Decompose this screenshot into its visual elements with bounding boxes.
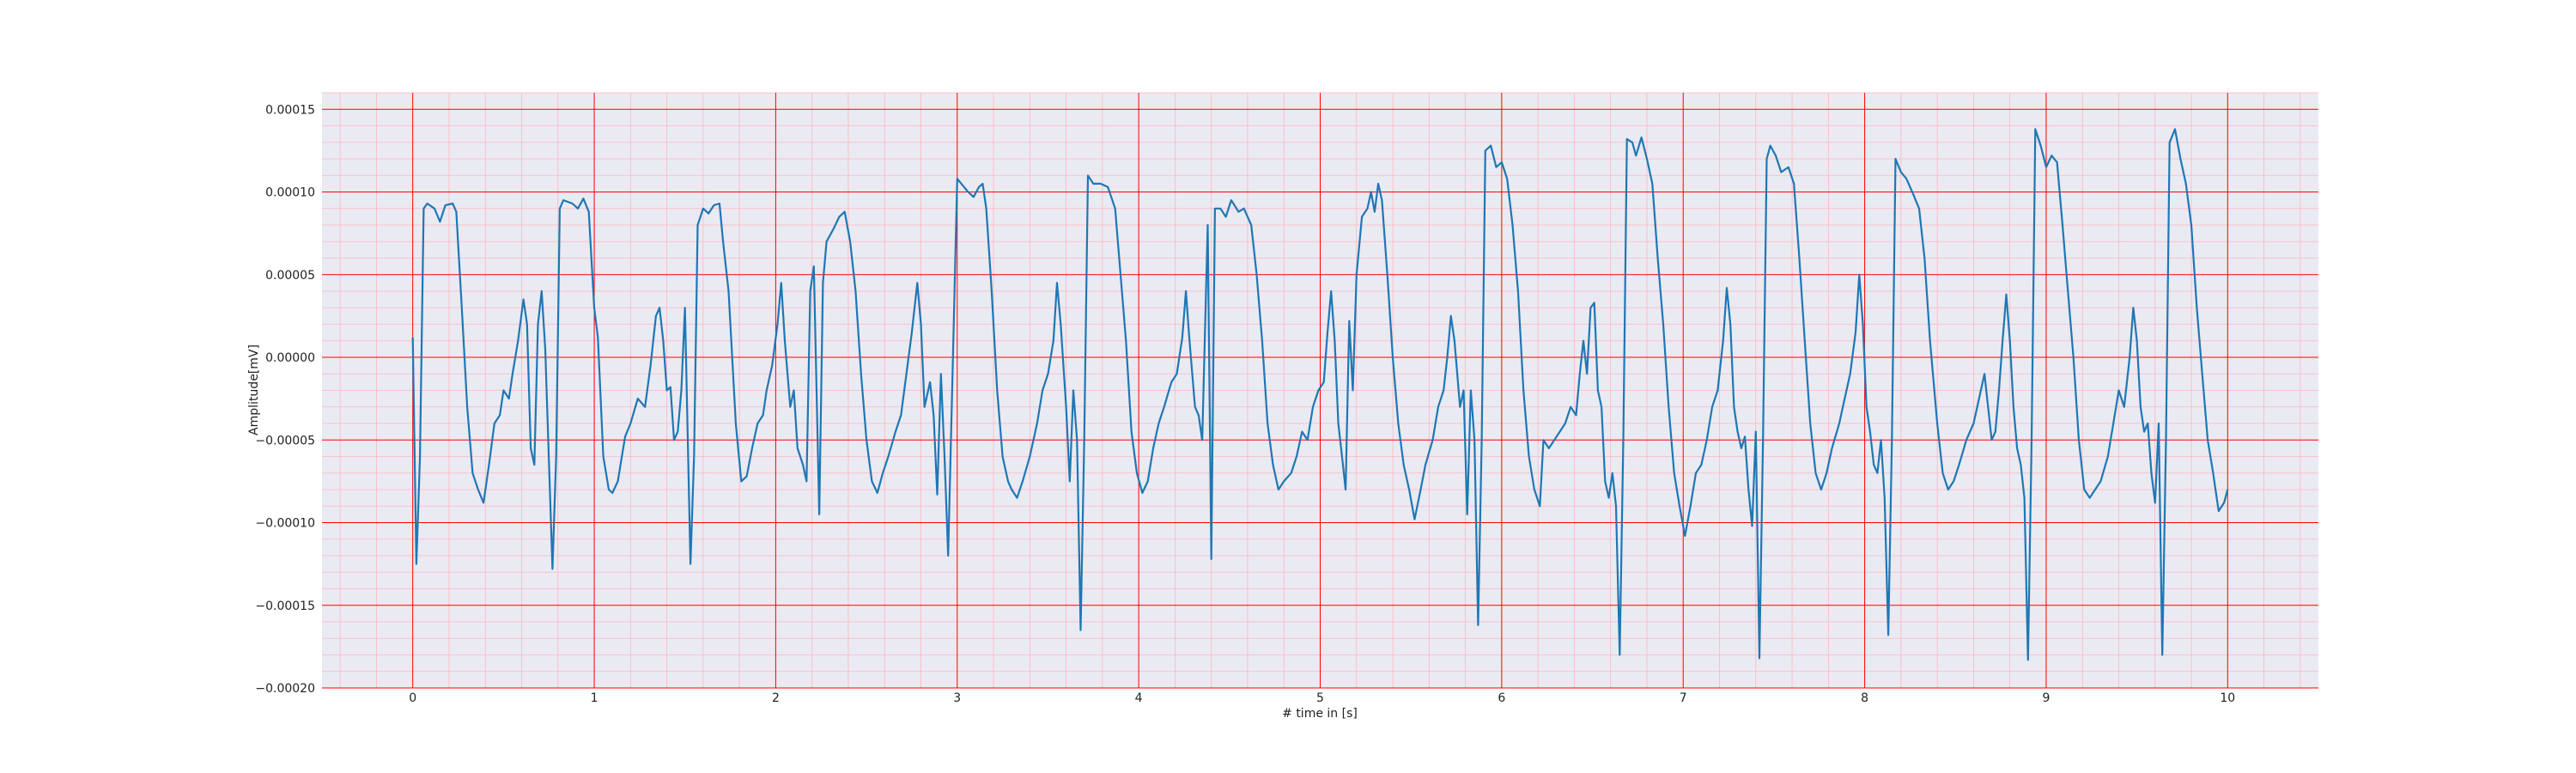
x-tick-label: 1 — [591, 691, 598, 705]
x-tick-label: 3 — [953, 691, 961, 705]
y-tick-label: 0.00000 — [265, 351, 315, 365]
y-tick-label: −0.00005 — [255, 434, 315, 447]
x-tick-label: 10 — [2220, 691, 2235, 705]
series-layer — [411, 128, 2229, 661]
x-tick-label: 5 — [1316, 691, 1324, 705]
x-tick-label: 9 — [2042, 691, 2050, 705]
x-tick-label: 0 — [409, 691, 416, 705]
series-line — [411, 128, 2229, 661]
x-axis-ticks: 0 1 2 3 4 5 6 7 8 9 10 — [409, 691, 2235, 705]
x-tick-label: 6 — [1498, 691, 1505, 705]
y-tick-label: 0.00005 — [265, 269, 315, 283]
major-grid — [322, 93, 2318, 689]
x-tick-label: 2 — [772, 691, 780, 705]
x-tick-label: 8 — [1861, 691, 1868, 705]
y-tick-label: −0.00020 — [255, 682, 315, 696]
y-tick-label: 0.00015 — [265, 103, 315, 117]
x-tick-label: 4 — [1135, 691, 1143, 705]
y-axis-ticks: −0.00020 −0.00015 −0.00010 −0.00005 0.00000 0… — [255, 103, 315, 696]
y-tick-label: −0.00010 — [255, 517, 315, 531]
y-tick-label: −0.00015 — [255, 600, 315, 613]
y-axis-label: Amplitude[mV] — [247, 344, 261, 435]
x-axis-label: # time in [s] — [1282, 707, 1358, 721]
x-tick-label: 7 — [1680, 691, 1687, 705]
y-tick-label: 0.00010 — [265, 186, 315, 200]
